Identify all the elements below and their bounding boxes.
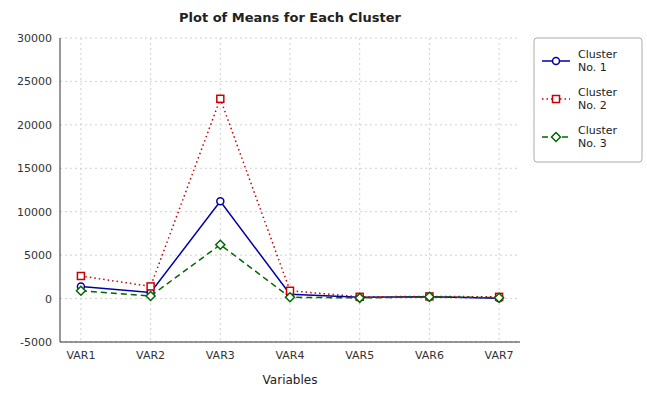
x-tick-label: VAR2: [136, 349, 165, 362]
grid: [60, 38, 520, 342]
x-tick-label: VAR1: [66, 349, 95, 362]
y-tick-label: 15000: [17, 162, 52, 175]
x-axis-line: [60, 342, 520, 343]
marks: [76, 95, 503, 302]
legend-marker: [553, 96, 560, 103]
legend-box: [534, 38, 642, 162]
series-line: [81, 201, 499, 298]
chart: -5000 0 5000 10000 15000 20000 25000 30000 VAR1 V…: [0, 0, 647, 399]
y-tick-label: 0: [45, 293, 52, 306]
legend-label: ClusterNo. 2: [578, 86, 618, 112]
legend-label: ClusterNo. 3: [578, 124, 618, 150]
series: [77, 198, 502, 302]
y-tick-label: 5000: [24, 249, 52, 262]
axes: -5000 0 5000 10000 15000 20000 25000 30000 VAR1 V…: [17, 32, 520, 362]
legend-label: ClusterNo. 1: [578, 48, 618, 74]
y-tick-label: -5000: [20, 336, 52, 349]
x-grid-line: [220, 38, 221, 342]
legend: ClusterNo. 1ClusterNo. 2ClusterNo. 3: [534, 38, 642, 162]
x-axis-label: Variables: [263, 373, 318, 387]
y-grid-line: [60, 211, 520, 212]
x-tick-label: VAR6: [415, 349, 444, 362]
series-line: [81, 245, 499, 298]
x-tick-label: VAR4: [276, 349, 305, 362]
legend-marker: [553, 58, 560, 65]
legend-label-line: No. 3: [578, 137, 607, 150]
point: [217, 198, 224, 205]
legend-label-line: Cluster: [578, 48, 618, 61]
legend-label-line: No. 2: [578, 99, 607, 112]
point: [216, 240, 225, 249]
series-line: [81, 99, 499, 297]
x-grid-line: [80, 38, 81, 342]
legend-label-line: No. 1: [578, 61, 607, 74]
x-tick-label: VAR5: [345, 349, 374, 362]
series: [76, 240, 503, 302]
point: [355, 293, 364, 302]
y-tick-label: 30000: [17, 32, 52, 45]
point: [77, 272, 84, 279]
legend-marker: [552, 133, 561, 142]
y-tick-label: 25000: [17, 75, 52, 88]
point: [146, 291, 155, 300]
plot-background: [60, 38, 520, 342]
legend-label-line: Cluster: [578, 86, 618, 99]
title: Plot of Means for Each Cluster: [179, 10, 401, 25]
point: [425, 292, 434, 301]
y-tick-label: 20000: [17, 119, 52, 132]
x-tick-label: VAR3: [206, 349, 235, 362]
point: [217, 95, 224, 102]
point: [286, 293, 295, 302]
legend-label-line: Cluster: [578, 124, 618, 137]
series: [77, 95, 502, 300]
point: [147, 283, 154, 290]
point: [76, 286, 85, 295]
x-tick-label: VAR7: [485, 349, 514, 362]
y-tick-label: 10000: [17, 206, 52, 219]
point: [426, 293, 433, 300]
y-axis-line: [60, 38, 61, 342]
point: [495, 293, 504, 302]
y-grid-line: [60, 342, 520, 343]
y-grid-line: [60, 81, 520, 82]
